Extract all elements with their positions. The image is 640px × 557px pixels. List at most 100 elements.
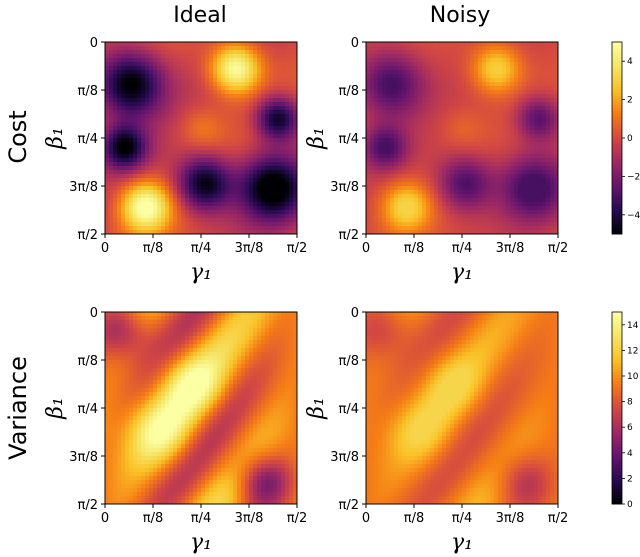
heatmap-cell: [450, 98, 455, 103]
heatmap-cell: [398, 166, 403, 171]
heatmap-cell: [434, 122, 439, 127]
heatmap-cell: [446, 214, 451, 219]
heatmap-cell: [257, 42, 262, 47]
heatmap-cell: [293, 218, 298, 223]
heatmap-cell: [129, 332, 134, 337]
heatmap-cell: [502, 46, 507, 51]
heatmap-cell: [554, 74, 559, 79]
heatmap-cell: [398, 146, 403, 151]
heatmap-cell: [197, 146, 202, 151]
heatmap-cell: [193, 158, 198, 163]
heatmap-cell: [125, 404, 130, 409]
heatmap-cell: [161, 170, 166, 175]
heatmap-cell: [145, 154, 150, 159]
heatmap-cell: [394, 86, 399, 91]
heatmap-cell: [249, 110, 254, 115]
heatmap-cell: [189, 154, 194, 159]
heatmap-cell: [285, 218, 290, 223]
heatmap-cell: [542, 110, 547, 115]
heatmap-cell: [398, 186, 403, 191]
heatmap-cell: [442, 66, 447, 71]
heatmap-cell: [241, 230, 246, 235]
heatmap-cell: [494, 166, 499, 171]
heatmap-cell: [438, 122, 443, 127]
heatmap-cell: [382, 214, 387, 219]
heatmap-cell: [105, 424, 110, 429]
heatmap-cell: [185, 110, 190, 115]
heatmap-cell: [442, 178, 447, 183]
heatmap-cell: [129, 320, 134, 325]
heatmap-cell: [281, 66, 286, 71]
heatmap-cell: [161, 210, 166, 215]
heatmap-cell: [534, 226, 539, 231]
heatmap-cell: [229, 46, 234, 51]
heatmap-cell: [169, 134, 174, 139]
heatmap-cell: [257, 154, 262, 159]
heatmap-cell: [125, 392, 130, 397]
heatmap-cell: [442, 74, 447, 79]
heatmap-cell: [225, 198, 230, 203]
heatmap-cell: [538, 166, 543, 171]
heatmap-cell: [462, 186, 467, 191]
heatmap-cell: [498, 218, 503, 223]
heatmap-cell: [538, 194, 543, 199]
heatmap-cell: [486, 42, 491, 47]
heatmap-cell: [378, 58, 383, 63]
heatmap-cell: [185, 134, 190, 139]
heatmap-cell: [201, 154, 206, 159]
heatmap-cell: [169, 166, 174, 171]
heatmap-cell: [137, 154, 142, 159]
heatmap-cell: [133, 142, 138, 147]
heatmap-cell: [526, 170, 531, 175]
heatmap-cell: [197, 90, 202, 95]
heatmap-cell: [145, 218, 150, 223]
heatmap-cell: [161, 226, 166, 231]
heatmap-cell: [522, 78, 527, 83]
heatmap-cell: [125, 448, 130, 453]
heatmap-cell: [149, 190, 154, 195]
heatmap-cell: [273, 218, 278, 223]
heatmap-cell: [466, 162, 471, 167]
heatmap-cell: [185, 142, 190, 147]
heatmap-cell: [289, 138, 294, 143]
heatmap-cell: [133, 42, 138, 47]
heatmap-cell: [197, 198, 202, 203]
heatmap-cell: [478, 118, 483, 123]
heatmap-cell: [438, 202, 443, 207]
heatmap-cell: [394, 154, 399, 159]
heatmap-cell: [382, 174, 387, 179]
heatmap-cell: [462, 126, 467, 131]
heatmap-cell: [398, 202, 403, 207]
heatmap-cell: [177, 90, 182, 95]
heatmap-cell: [514, 134, 519, 139]
heatmap-cell: [514, 214, 519, 219]
heatmap-cell: [418, 130, 423, 135]
heatmap-cell: [121, 126, 126, 131]
heatmap-cell: [426, 206, 431, 211]
heatmap-cell: [414, 174, 419, 179]
heatmap-cell: [502, 218, 507, 223]
heatmap-cell: [177, 106, 182, 111]
heatmap-cell: [197, 166, 202, 171]
heatmap-cell: [418, 118, 423, 123]
heatmap-cell: [225, 158, 230, 163]
heatmap-cell: [261, 166, 266, 171]
heatmap-cell: [237, 226, 242, 231]
heatmap-cell: [430, 150, 435, 155]
heatmap-cell: [514, 66, 519, 71]
heatmap-cell: [446, 158, 451, 163]
heatmap-cell: [518, 222, 523, 227]
heatmap-cell: [285, 214, 290, 219]
heatmap-cell: [498, 74, 503, 79]
heatmap-cell: [249, 114, 254, 119]
heatmap-cell: [205, 194, 210, 199]
heatmap-cell: [261, 70, 266, 75]
heatmap-cell: [193, 230, 198, 235]
heatmap-cell: [173, 54, 178, 59]
heatmap-cell: [414, 102, 419, 107]
heatmap-cell: [422, 110, 427, 115]
heatmap-cell: [189, 86, 194, 91]
heatmap-cell: [165, 54, 170, 59]
heatmap-cell: [109, 336, 114, 341]
heatmap-cell: [201, 50, 206, 55]
